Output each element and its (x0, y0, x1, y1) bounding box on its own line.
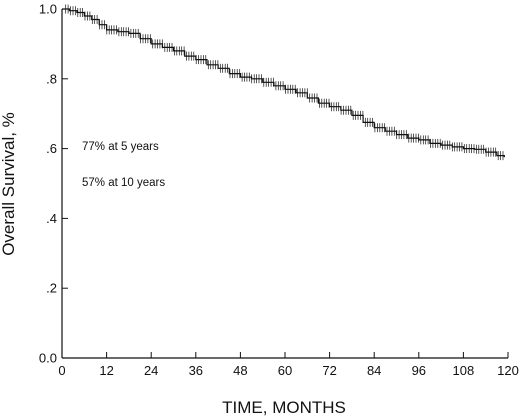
axes: 0 12 24 36 48 60 72 84 96 108 120 0.0 .2 .4 .6 .8 1.0 (39, 2, 519, 379)
y-tick-label: .6 (46, 141, 57, 156)
x-tick-label: 36 (189, 363, 203, 378)
y-tick-label: 1.0 (39, 2, 57, 17)
series-group (62, 4, 505, 161)
x-tick-label: 24 (144, 363, 158, 378)
y-tick-label: .8 (46, 71, 57, 86)
x-tick-label: 12 (99, 363, 113, 378)
x-tick-label: 60 (278, 363, 292, 378)
annotation-5-year: 77% at 5 years (82, 141, 159, 153)
censor-marks (65, 4, 504, 161)
annotation-10-year: 57% at 10 years (82, 177, 165, 189)
x-tick-label: 48 (233, 363, 247, 378)
x-tick-label: 84 (367, 363, 381, 378)
x-ticks: 0 12 24 36 48 60 72 84 96 108 120 (58, 352, 519, 378)
x-axis-title: TIME, MONTHS (222, 398, 346, 417)
x-tick-label: 0 (58, 363, 65, 378)
x-tick-label: 96 (412, 363, 426, 378)
y-tick-label: .4 (46, 211, 57, 226)
survival-curve (62, 8, 505, 158)
y-ticks: 0.0 .2 .4 .6 .8 1.0 (39, 2, 68, 366)
y-axis-title: Overall Survival, % (0, 112, 18, 256)
x-tick-label: 72 (322, 363, 336, 378)
x-tick-label: 120 (497, 363, 519, 378)
y-tick-label: .2 (46, 281, 57, 296)
y-tick-label: 0.0 (39, 351, 57, 366)
x-tick-label: 108 (453, 363, 475, 378)
